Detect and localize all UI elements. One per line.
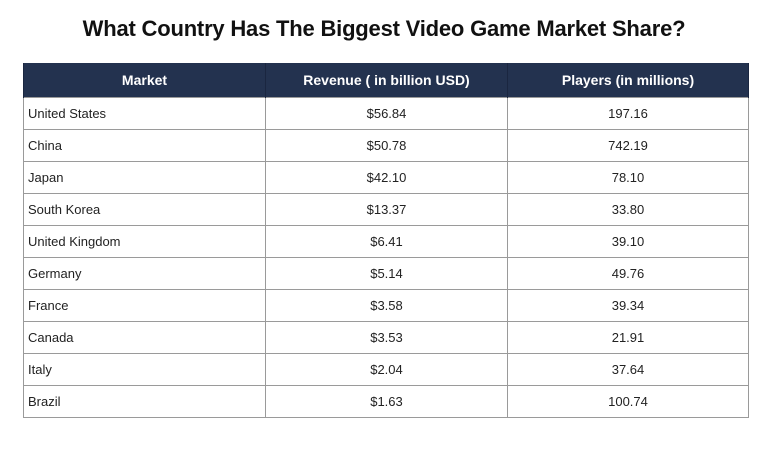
- cell-market: France: [23, 289, 266, 322]
- table-row: Italy $2.04 37.64: [23, 353, 749, 386]
- market-share-table: Market Revenue ( in billion USD) Players…: [23, 63, 749, 418]
- cell-revenue: $42.10: [265, 161, 508, 194]
- cell-revenue: $13.37: [265, 193, 508, 226]
- cell-market: China: [23, 129, 266, 162]
- cell-players: 742.19: [507, 129, 749, 162]
- cell-market: South Korea: [23, 193, 266, 226]
- cell-players: 21.91: [507, 321, 749, 354]
- cell-revenue: $56.84: [265, 97, 508, 130]
- cell-players: 39.10: [507, 225, 749, 258]
- cell-revenue: $5.14: [265, 257, 508, 290]
- page-title: What Country Has The Biggest Video Game …: [82, 16, 686, 41]
- cell-revenue: $6.41: [265, 225, 508, 258]
- table-row: Japan $42.10 78.10: [23, 161, 749, 194]
- table-row: Canada $3.53 21.91: [23, 321, 749, 354]
- cell-players: 100.74: [507, 385, 749, 418]
- cell-market: Canada: [23, 321, 266, 354]
- table-row: Germany $5.14 49.76: [23, 257, 749, 290]
- table-header-row: Market Revenue ( in billion USD) Players…: [23, 63, 749, 98]
- table-row: Brazil $1.63 100.74: [23, 385, 749, 418]
- table-row: South Korea $13.37 33.80: [23, 193, 749, 226]
- table-row: United Kingdom $6.41 39.10: [23, 225, 749, 258]
- cell-revenue: $2.04: [265, 353, 508, 386]
- column-header-market: Market: [23, 63, 266, 98]
- column-header-revenue: Revenue ( in billion USD): [265, 63, 508, 98]
- cell-market: Brazil: [23, 385, 266, 418]
- cell-revenue: $3.58: [265, 289, 508, 322]
- cell-revenue: $1.63: [265, 385, 508, 418]
- cell-market: Italy: [23, 353, 266, 386]
- cell-players: 197.16: [507, 97, 749, 130]
- cell-market: Japan: [23, 161, 266, 194]
- cell-revenue: $3.53: [265, 321, 508, 354]
- cell-market: United Kingdom: [23, 225, 266, 258]
- cell-revenue: $50.78: [265, 129, 508, 162]
- cell-market: Germany: [23, 257, 266, 290]
- table-row: United States $56.84 197.16: [23, 97, 749, 130]
- table-row: China $50.78 742.19: [23, 129, 749, 162]
- cell-players: 33.80: [507, 193, 749, 226]
- cell-players: 78.10: [507, 161, 749, 194]
- cell-market: United States: [23, 97, 266, 130]
- column-header-players: Players (in millions): [507, 63, 749, 98]
- table-row: France $3.58 39.34: [23, 289, 749, 322]
- cell-players: 49.76: [507, 257, 749, 290]
- cell-players: 39.34: [507, 289, 749, 322]
- cell-players: 37.64: [507, 353, 749, 386]
